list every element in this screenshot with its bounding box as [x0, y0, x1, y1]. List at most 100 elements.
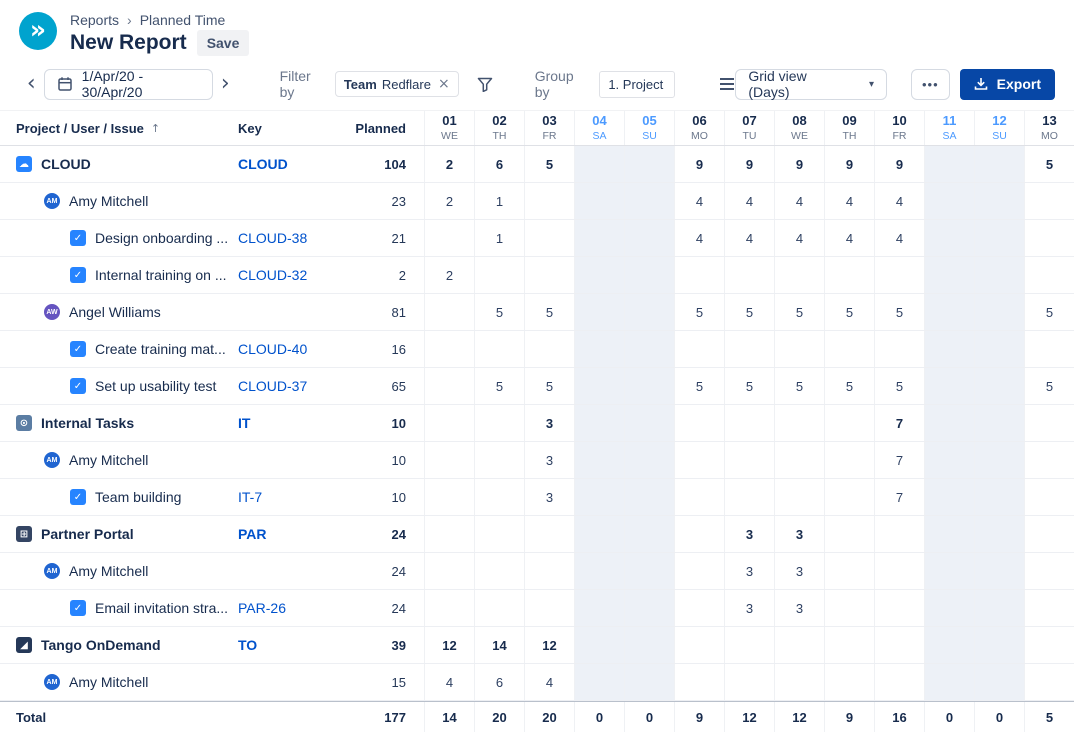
day-cell[interactable]	[824, 664, 874, 700]
day-cell[interactable]	[924, 183, 974, 219]
day-cell[interactable]	[724, 664, 774, 700]
day-cell[interactable]	[424, 294, 474, 330]
table-row[interactable]: AM Amy Mitchell 15 4 6 4	[0, 664, 1074, 701]
issue-key-link[interactable]: IT	[238, 415, 251, 431]
table-row[interactable]: AM Amy Mitchell 24 3 3	[0, 553, 1074, 590]
day-cell[interactable]: 5	[524, 146, 574, 182]
day-cell[interactable]	[974, 553, 1024, 589]
issue-key-link[interactable]: PAR	[238, 526, 267, 542]
day-cell[interactable]	[624, 627, 674, 663]
day-cell[interactable]: 3	[524, 479, 574, 515]
day-cell[interactable]	[874, 553, 924, 589]
day-cell[interactable]: 4	[774, 220, 824, 256]
day-cell[interactable]: 7	[874, 405, 924, 441]
day-cell[interactable]	[724, 405, 774, 441]
day-cell[interactable]	[574, 146, 624, 182]
day-cell[interactable]: 3	[774, 590, 824, 626]
day-cell[interactable]	[574, 627, 624, 663]
day-cell[interactable]	[1024, 553, 1074, 589]
day-cell[interactable]	[624, 553, 674, 589]
day-cell[interactable]	[974, 627, 1024, 663]
day-cell[interactable]	[524, 220, 574, 256]
day-cell[interactable]	[874, 257, 924, 293]
day-cell[interactable]	[574, 590, 624, 626]
day-cell[interactable]: 4	[424, 664, 474, 700]
day-cell[interactable]	[624, 442, 674, 478]
day-cell[interactable]	[924, 664, 974, 700]
day-cell[interactable]	[974, 146, 1024, 182]
day-cell[interactable]	[624, 664, 674, 700]
day-cell[interactable]: 5	[1024, 146, 1074, 182]
day-cell[interactable]	[774, 479, 824, 515]
group-settings-button[interactable]	[719, 70, 735, 98]
day-cell[interactable]: 4	[674, 220, 724, 256]
day-cell[interactable]	[474, 257, 524, 293]
day-cell[interactable]	[524, 516, 574, 552]
day-cell[interactable]	[424, 220, 474, 256]
day-cell[interactable]	[774, 442, 824, 478]
issue-key-link[interactable]: CLOUD	[238, 156, 288, 172]
day-cell[interactable]: 14	[474, 627, 524, 663]
day-cell[interactable]	[424, 479, 474, 515]
day-cell[interactable]	[574, 405, 624, 441]
day-cell[interactable]	[924, 294, 974, 330]
day-cell[interactable]	[674, 664, 724, 700]
day-cell[interactable]	[574, 516, 624, 552]
day-cell[interactable]	[724, 442, 774, 478]
column-header-key[interactable]: Key	[238, 120, 262, 136]
day-cell[interactable]	[924, 405, 974, 441]
day-cell[interactable]	[424, 405, 474, 441]
day-cell[interactable]: 1	[474, 183, 524, 219]
day-cell[interactable]	[824, 405, 874, 441]
day-cell[interactable]	[424, 331, 474, 367]
issue-key-link[interactable]: IT-7	[238, 489, 263, 505]
day-cell[interactable]	[974, 257, 1024, 293]
day-cell[interactable]	[624, 516, 674, 552]
day-cell[interactable]: 5	[724, 294, 774, 330]
day-cell[interactable]	[574, 257, 624, 293]
day-cell[interactable]	[524, 590, 574, 626]
day-cell[interactable]	[624, 331, 674, 367]
issue-key-link[interactable]: CLOUD-37	[238, 378, 308, 394]
day-cell[interactable]	[624, 590, 674, 626]
day-cell[interactable]	[924, 331, 974, 367]
day-cell[interactable]	[1024, 664, 1074, 700]
day-cell[interactable]	[1024, 516, 1074, 552]
day-cell[interactable]	[624, 220, 674, 256]
day-cell[interactable]: 9	[874, 146, 924, 182]
day-cell[interactable]	[574, 220, 624, 256]
day-cell[interactable]	[674, 479, 724, 515]
day-cell[interactable]	[524, 331, 574, 367]
day-cell[interactable]: 5	[1024, 368, 1074, 404]
day-cell[interactable]	[974, 220, 1024, 256]
date-range-picker[interactable]: 1/Apr/20 - 30/Apr/20	[43, 68, 213, 100]
day-cell[interactable]	[924, 553, 974, 589]
day-cell[interactable]	[574, 183, 624, 219]
day-cell[interactable]: 5	[674, 294, 724, 330]
day-cell[interactable]	[724, 331, 774, 367]
day-cell[interactable]	[974, 368, 1024, 404]
day-cell[interactable]	[624, 479, 674, 515]
day-cell[interactable]	[674, 405, 724, 441]
table-row[interactable]: AM Amy Mitchell 23 2 1 4 4 4 4 4	[0, 183, 1074, 220]
day-cell[interactable]: 5	[1024, 294, 1074, 330]
day-cell[interactable]	[974, 516, 1024, 552]
day-cell[interactable]	[774, 627, 824, 663]
day-cell[interactable]: 9	[724, 146, 774, 182]
day-cell[interactable]: 4	[874, 183, 924, 219]
day-cell[interactable]	[474, 405, 524, 441]
day-cell[interactable]	[874, 516, 924, 552]
day-cell[interactable]	[524, 257, 574, 293]
day-cell[interactable]	[624, 257, 674, 293]
day-cell[interactable]: 5	[474, 368, 524, 404]
issue-key-link[interactable]: CLOUD-38	[238, 230, 308, 246]
day-cell[interactable]	[474, 590, 524, 626]
day-cell[interactable]: 4	[824, 183, 874, 219]
day-cell[interactable]	[824, 590, 874, 626]
day-cell[interactable]: 12	[524, 627, 574, 663]
export-button[interactable]: Export	[959, 68, 1055, 100]
day-cell[interactable]	[824, 257, 874, 293]
day-cell[interactable]	[574, 294, 624, 330]
table-row[interactable]: AW Angel Williams 81 5 5 5 5 5 5 5 5	[0, 294, 1074, 331]
day-cell[interactable]	[974, 405, 1024, 441]
